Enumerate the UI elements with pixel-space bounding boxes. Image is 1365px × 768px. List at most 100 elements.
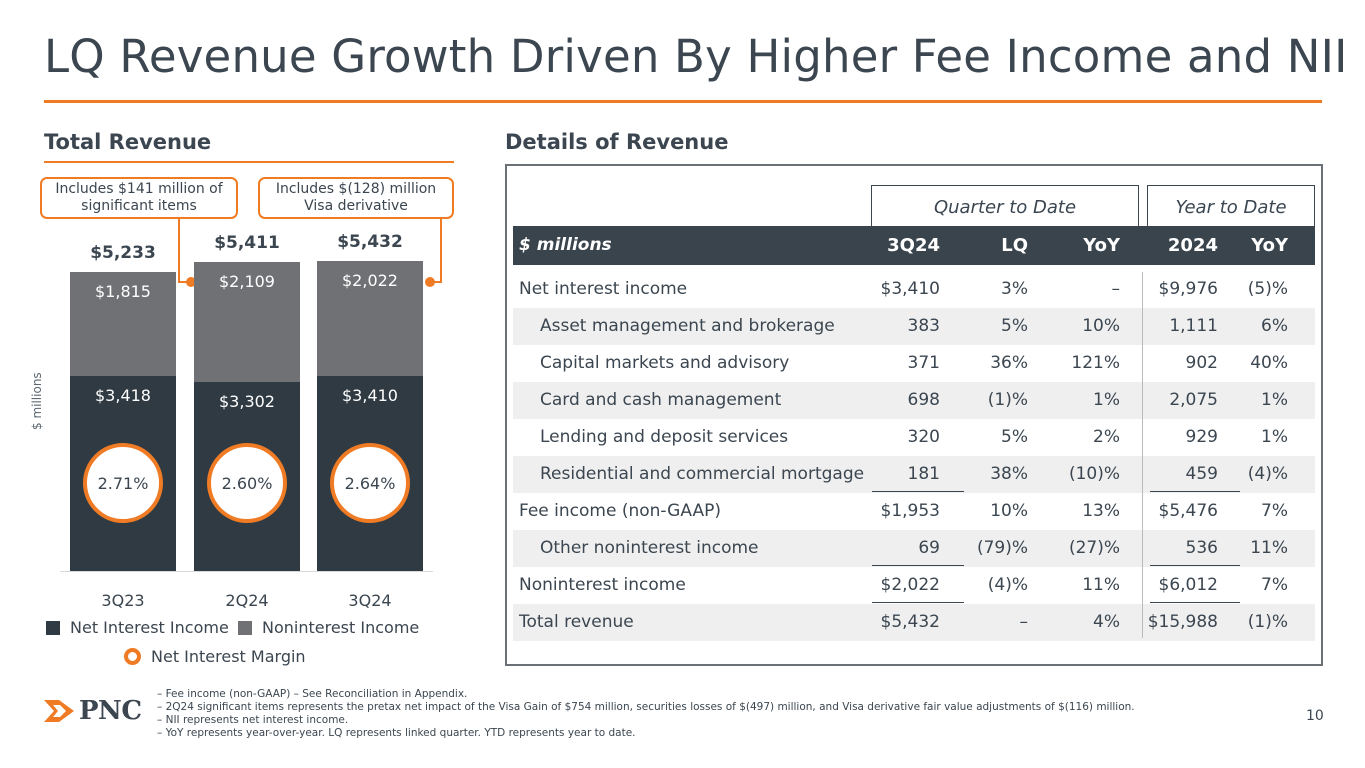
callout-dot-2 <box>425 277 435 287</box>
table-row: Lending and deposit services 320 5% 2% 929 1% <box>513 419 1315 456</box>
header-millions: $ millions <box>519 235 612 255</box>
callout-connector-1b <box>178 281 190 283</box>
bar-label-noninterest: $2,109 <box>219 272 275 292</box>
cell-yoy-ytd: 1% <box>1261 390 1288 410</box>
x-axis-line <box>60 571 433 572</box>
cell-3q24: 698 <box>907 390 940 410</box>
table-row: Total revenue $5,432 – 4% $15,988 (1)% <box>513 604 1315 641</box>
callout-connector-2b <box>430 281 442 283</box>
table-row: Card and cash management 698 (1)% 1% 2,075 1% <box>513 382 1315 419</box>
x-tick-label: 2Q24 <box>225 591 269 610</box>
header-lq: LQ <box>1001 235 1028 256</box>
cell-3q24: $1,953 <box>880 501 940 521</box>
cell-2024: $9,976 <box>1158 279 1218 299</box>
title-divider <box>44 100 1322 103</box>
total-revenue-heading: Total Revenue <box>44 130 212 154</box>
callout-significant-items: Includes $141 million of significant ite… <box>40 177 238 219</box>
row-label: Total revenue <box>519 612 634 632</box>
table-header-row: $ millions 3Q24 LQ YoY 2024 YoY <box>513 226 1315 265</box>
header-3q24: 3Q24 <box>887 235 940 256</box>
cell-2024: 929 <box>1185 427 1218 447</box>
bar-label-net-interest: $3,410 <box>342 386 398 406</box>
legend-noninterest-income: Noninterest Income <box>238 618 419 637</box>
ytd-divider <box>1142 272 1143 638</box>
bar-label-noninterest: $1,815 <box>95 282 151 302</box>
bar-noninterest-income <box>194 262 300 383</box>
cell-3q24: $2,022 <box>880 575 940 595</box>
left-heading-divider <box>44 161 454 163</box>
cell-yoy-ytd: 1% <box>1261 427 1288 447</box>
row-label: Lending and deposit services <box>540 427 789 447</box>
bar-label-net-interest: $3,302 <box>219 392 275 412</box>
cell-yoy-ytd: 7% <box>1261 575 1288 595</box>
group-year-to-date: Year to Date <box>1147 185 1315 227</box>
legend-net-interest-margin: Net Interest Margin <box>124 647 306 666</box>
legend-label: Noninterest Income <box>262 618 420 637</box>
cell-3q24: 371 <box>907 353 940 373</box>
legend-net-interest-income: Net Interest Income <box>46 618 229 637</box>
subtotal-underline <box>872 602 964 603</box>
bar-total-label: $5,233 <box>90 243 156 264</box>
cell-2024: 2,075 <box>1169 390 1218 410</box>
table-row: Residential and commercial mortgage 181 38… <box>513 456 1315 493</box>
group-quarter-to-date: Quarter to Date <box>871 185 1139 227</box>
cell-yoy-ytd: 7% <box>1261 501 1288 521</box>
footnotes: – Fee income (non-GAAP) – See Reconcilia… <box>157 688 1135 740</box>
cell-2024: 536 <box>1185 538 1218 558</box>
cell-lq: 10% <box>990 501 1028 521</box>
cell-yoy-qtd: – <box>1111 279 1121 299</box>
page-number: 10 <box>1306 708 1324 724</box>
cell-lq: (1)% <box>987 390 1028 410</box>
cell-yoy-ytd: (5)% <box>1247 279 1288 299</box>
cell-yoy-qtd: 1% <box>1093 390 1120 410</box>
cell-lq: – <box>1019 612 1029 632</box>
legend-label: Net Interest Margin <box>151 647 306 666</box>
cell-yoy-qtd: 121% <box>1071 353 1120 373</box>
cell-yoy-qtd: 10% <box>1082 316 1120 336</box>
table-row: Asset management and brokerage 383 5% 10% 1,… <box>513 308 1315 345</box>
cell-lq: 38% <box>990 464 1028 484</box>
row-label: Card and cash management <box>540 390 782 410</box>
table-row: Fee income (non-GAAP) $1,953 10% 13% $5,476 7… <box>513 493 1315 530</box>
cell-2024: $5,476 <box>1158 501 1218 521</box>
row-label: Residential and commercial mortgage <box>540 464 865 484</box>
row-label: Capital markets and advisory <box>540 353 790 373</box>
cell-lq: 5% <box>1001 316 1028 336</box>
callout-visa-derivative: Includes $(128) million Visa derivative <box>258 177 454 219</box>
cell-lq: (4)% <box>987 575 1028 595</box>
cell-yoy-qtd: 13% <box>1082 501 1120 521</box>
bar-noninterest-income <box>317 260 423 377</box>
legend-swatch-dark <box>46 620 60 635</box>
cell-yoy-ytd: 11% <box>1250 538 1288 558</box>
table-row: Capital markets and advisory 371 36% 121% 90… <box>513 345 1315 382</box>
cell-2024: $6,012 <box>1158 575 1218 595</box>
bar-label-net-interest: $3,418 <box>95 385 151 405</box>
cell-yoy-qtd: (10)% <box>1068 464 1120 484</box>
legend-swatch-gray <box>238 620 252 635</box>
legend-ring-icon <box>124 648 141 665</box>
header-yoy-ytd: YoY <box>1251 235 1288 256</box>
cell-lq: 36% <box>990 353 1028 373</box>
cell-yoy-qtd: 11% <box>1082 575 1120 595</box>
cell-lq: 3% <box>1001 279 1028 299</box>
subtotal-underline <box>872 491 964 492</box>
cell-yoy-ytd: (1)% <box>1247 612 1288 632</box>
row-label: Noninterest income <box>519 575 686 595</box>
table-row: Noninterest income $2,022 (4)% 11% $6,012 7% <box>513 567 1315 604</box>
subtotal-underline <box>1150 602 1240 603</box>
details-of-revenue-heading: Details of Revenue <box>505 130 729 154</box>
table-row: Net interest income $3,410 3% – $9,976 (5)% <box>513 271 1315 308</box>
cell-3q24: $3,410 <box>880 279 940 299</box>
cell-3q24: 69 <box>918 538 940 558</box>
footnote-line: – Fee income (non-GAAP) – See Reconcilia… <box>157 688 468 700</box>
footnote-line: – 2Q24 significant items represents the … <box>157 701 1135 713</box>
page-title: LQ Revenue Growth Driven By Higher Fee I… <box>44 30 1348 83</box>
cell-yoy-ytd: 40% <box>1250 353 1288 373</box>
cell-3q24: $5,432 <box>880 612 940 632</box>
net-interest-margin-marker: 2.60% <box>207 443 287 523</box>
cell-3q24: 383 <box>907 316 940 336</box>
header-2024: 2024 <box>1167 235 1218 256</box>
row-label: Fee income (non-GAAP) <box>519 501 721 521</box>
pnc-mark-icon <box>44 700 74 722</box>
legend-label: Net Interest Income <box>70 618 229 637</box>
